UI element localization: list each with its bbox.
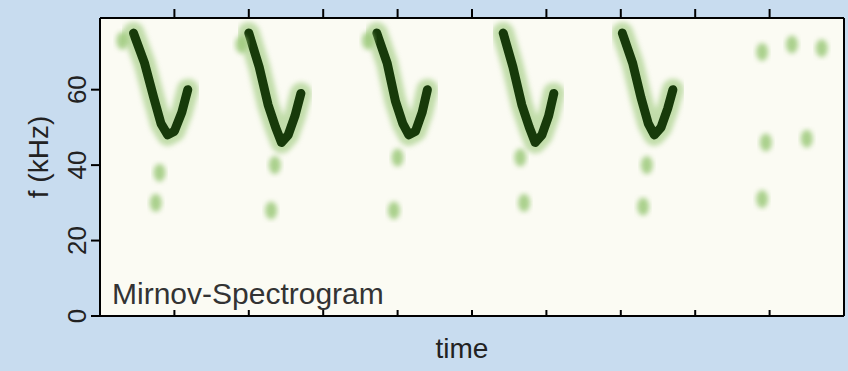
spectral-blob (786, 35, 798, 53)
chirp-line (503, 33, 554, 142)
spectral-blob (514, 149, 526, 167)
x-tick (545, 9, 547, 18)
spectral-blob (641, 156, 653, 174)
spectral-blob (150, 194, 162, 212)
y-tick-label: 20 (62, 226, 92, 255)
x-tick (322, 9, 324, 18)
y-tick (91, 164, 100, 166)
x-tick-bottom (471, 310, 473, 316)
chirp-line (622, 33, 673, 135)
x-tick (248, 9, 250, 18)
y-axis-title: f (kHz) (23, 116, 54, 198)
x-tick (694, 9, 696, 18)
y-axis (99, 18, 101, 316)
chirp-halo (622, 33, 673, 135)
x-tick-bottom (322, 310, 324, 316)
y-tick (91, 240, 100, 242)
spectral-blob (235, 35, 247, 53)
chirp-halo (503, 33, 554, 142)
y-tick-label: 40 (62, 151, 92, 180)
spectral-blob (756, 190, 768, 208)
x-tick-bottom (248, 310, 250, 316)
spectral-blob (816, 39, 828, 57)
marks (116, 32, 827, 220)
spectral-blob (388, 201, 400, 219)
y-tick-label: 0 (62, 309, 92, 323)
x-tick (173, 9, 175, 18)
chirp-halo (249, 33, 301, 142)
spectral-blob (269, 156, 281, 174)
chirp-line (377, 33, 428, 135)
chart: 0 20 40 60 f (kHz) time Mirnov-Spectrogram (0, 0, 848, 371)
chirp-line (249, 33, 301, 142)
x-tick (471, 9, 473, 18)
spectral-blob (760, 133, 772, 151)
x-axis-title: time (436, 333, 489, 364)
x-tick (397, 9, 399, 18)
spectral-blob (801, 130, 813, 148)
spectral-blob (756, 43, 768, 61)
chirp-halo (377, 33, 428, 135)
annotation: Mirnov-Spectrogram (112, 277, 384, 310)
frame-right (843, 18, 845, 316)
chirp-halo (134, 33, 188, 135)
y-tick (91, 315, 100, 317)
spectral-blob (265, 201, 277, 219)
y-tick-label: 60 (62, 75, 92, 104)
chirp-line (134, 33, 188, 135)
spectral-blob (518, 194, 530, 212)
x-tick-bottom (545, 310, 547, 316)
x-tick (620, 9, 622, 18)
spectral-blob (116, 32, 128, 50)
x-tick-bottom (694, 310, 696, 316)
plot-area (100, 18, 844, 316)
spectral-blob (154, 164, 166, 182)
spectral-blob (392, 149, 404, 167)
x-tick-bottom (620, 310, 622, 316)
y-tick (91, 89, 100, 91)
spectral-blob (362, 32, 374, 50)
spectral-blob (637, 198, 649, 216)
x-tick-bottom (173, 310, 175, 316)
x-tick-bottom (397, 310, 399, 316)
x-tick (769, 9, 771, 18)
x-tick-bottom (769, 310, 771, 316)
